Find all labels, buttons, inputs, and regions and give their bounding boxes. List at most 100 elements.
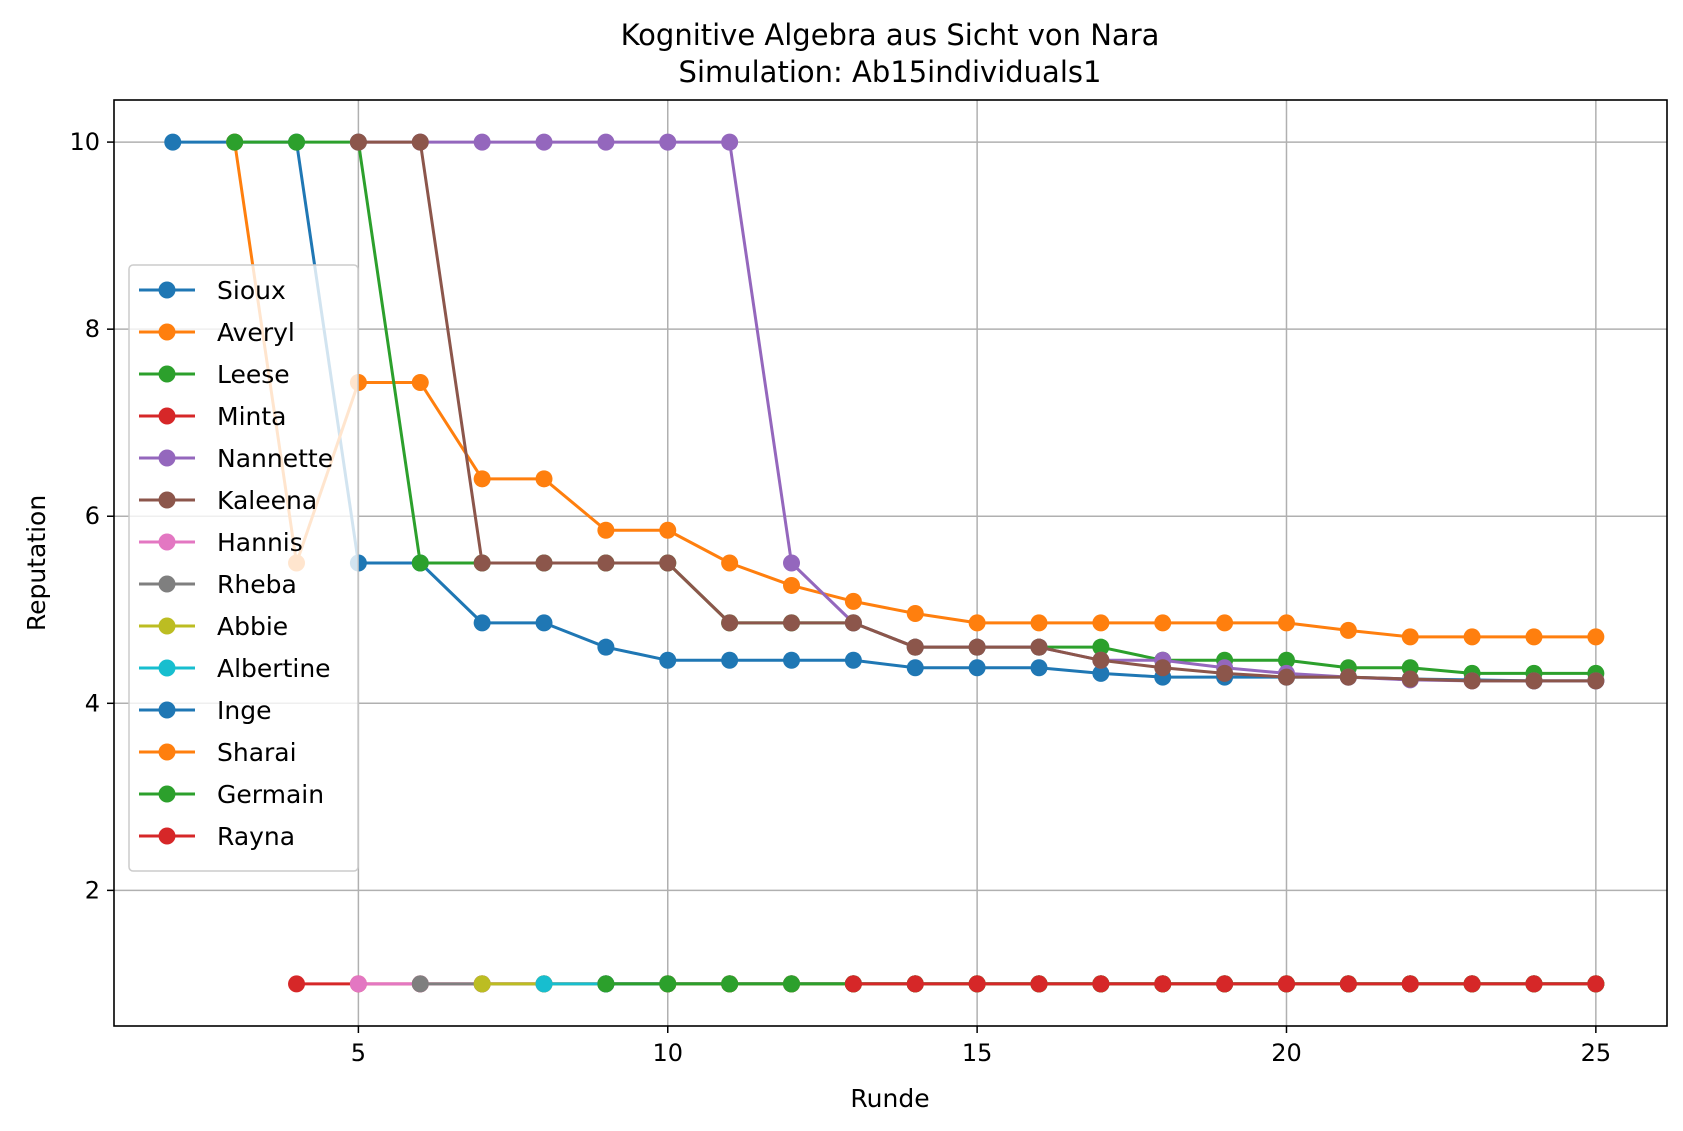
data-point [1092,638,1110,656]
legend-item-kaleena: Kaleena [139,486,317,515]
legend-item-inge: Inge [139,696,271,725]
data-point [1092,651,1110,669]
legend-marker [158,701,176,719]
data-point [659,651,677,669]
data-point [721,975,739,993]
data-point [783,614,801,632]
legend-label: Minta [217,402,286,431]
x-tick-label: 20 [1271,1039,1302,1067]
data-point [597,554,615,572]
legend-item-rheba: Rheba [139,570,297,599]
legend-label: Rayna [217,822,295,851]
y-tick-label: 10 [69,128,100,156]
chart-title: Kognitive Algebra aus Sicht von Nara [621,18,1160,52]
data-point [1030,638,1048,656]
data-point [783,975,801,993]
x-tick-label: 15 [962,1039,993,1067]
series-group [164,133,1605,993]
data-point [1154,614,1172,632]
legend-label: Hannis [217,528,303,557]
data-point [1277,668,1295,686]
data-point [1277,651,1295,669]
data-point [844,614,862,632]
data-point [349,133,367,151]
data-point [1525,975,1543,993]
data-point [473,470,491,488]
legend-marker [158,491,176,509]
legend-item-nannette: Nannette [139,444,333,473]
legend-item-sharai: Sharai [139,738,297,767]
x-tick-label: 5 [351,1039,366,1067]
data-point [1401,975,1419,993]
data-point [1216,975,1234,993]
data-point [535,614,553,632]
data-point [1030,975,1048,993]
y-axis-label: Reputation [22,495,51,631]
data-point [1463,672,1481,690]
data-point [1525,672,1543,690]
legend-marker [158,575,176,593]
legend-item-leese: Leese [139,360,290,389]
legend-marker [158,617,176,635]
data-point [1587,975,1605,993]
data-point [164,133,182,151]
data-point [597,638,615,656]
legend-marker [158,659,176,677]
data-point [349,975,367,993]
data-point [411,373,429,391]
legend-label: Nannette [217,444,333,473]
legend-label: Albertine [217,654,331,683]
x-tick-label: 10 [652,1039,683,1067]
data-point [1154,659,1172,677]
data-point [226,133,244,151]
legend-marker [158,323,176,341]
data-point [1401,628,1419,646]
data-point [597,975,615,993]
legend-label: Germain [217,780,324,809]
y-tick-label: 4 [85,689,100,717]
data-point [659,521,677,539]
legend: Sioux Averyl Leese Minta Nannette Kaleena Hann… [128,264,359,872]
legend-marker [158,449,176,467]
data-point [968,659,986,677]
legend-label: Sharai [217,738,297,767]
data-point [783,554,801,572]
legend-item-abbie: Abbie [139,612,288,641]
legend-label: Leese [217,360,290,389]
legend-item-sioux: Sioux [139,276,286,305]
legend-item-albertine: Albertine [139,654,331,683]
legend-marker [158,365,176,383]
data-point [1154,975,1172,993]
data-point [721,614,739,632]
data-point [1339,668,1357,686]
x-tick-label: 25 [1581,1039,1612,1067]
data-point [1339,621,1357,639]
data-point [473,554,491,572]
data-point [1277,975,1295,993]
data-point [411,975,429,993]
legend-label: Sioux [217,276,286,305]
data-point [844,975,862,993]
data-point [1525,628,1543,646]
data-point [535,975,553,993]
data-point [1030,659,1048,677]
data-point [535,133,553,151]
data-point [1463,628,1481,646]
data-point [906,975,924,993]
x-axis-label: Runde [850,1084,929,1113]
data-point [288,133,306,151]
data-point [411,554,429,572]
data-point [906,605,924,623]
data-point [288,975,306,993]
data-point [1339,975,1357,993]
data-point [721,133,739,151]
data-point [721,554,739,572]
data-point [597,133,615,151]
data-point [968,975,986,993]
data-point [473,975,491,993]
data-point [659,133,677,151]
legend-label: Abbie [217,612,288,641]
data-point [535,554,553,572]
legend-item-hannis: Hannis [139,528,303,557]
